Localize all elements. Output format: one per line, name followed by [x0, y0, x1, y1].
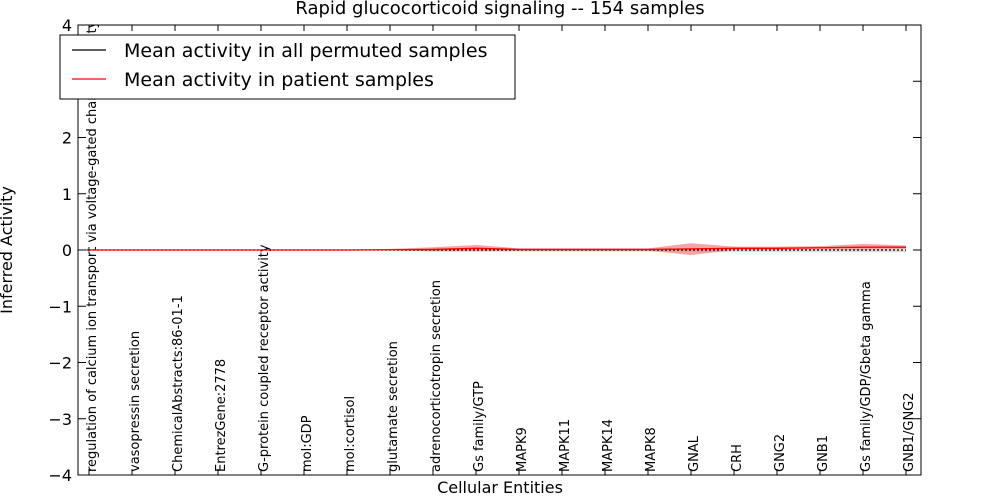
y-tick-label: −1 — [48, 297, 72, 316]
category-label: Gs family/GTP — [472, 381, 487, 472]
category-label: GNB1/GNG2 — [902, 392, 917, 472]
category-label: GNG2 — [773, 434, 788, 472]
category-label: mol:cortisol — [343, 396, 358, 472]
y-tick-label: 1 — [62, 185, 72, 204]
y-axis-label: Inferred Activity — [0, 186, 16, 314]
category-label: ChemicalAbstracts:86-01-1 — [171, 295, 186, 472]
category-label: CRH — [730, 444, 745, 472]
category-label: glutamate secretion — [386, 341, 401, 472]
category-label: Gs family/GDP/Gbeta gamma — [859, 281, 874, 472]
category-label: adrenocorticotropin secretion — [429, 280, 444, 472]
legend-box — [59, 34, 516, 100]
legend-label-permuted: Mean activity in all permuted samples — [124, 40, 487, 62]
category-label: GNAL — [687, 435, 702, 472]
legend-label-patient: Mean activity in patient samples — [124, 69, 434, 91]
patient-mean-line — [89, 246, 906, 251]
category-label: mol:GDP — [300, 415, 315, 472]
y-tick-label: −2 — [48, 354, 72, 373]
category-label: G-protein coupled receptor activity — [257, 244, 272, 472]
category-label: MAPK9 — [515, 427, 530, 472]
chart-title: Rapid glucocorticoid signaling -- 154 sa… — [295, 0, 704, 19]
y-tick-label: −3 — [48, 410, 72, 429]
y-tick-label: −4 — [48, 466, 72, 485]
category-label: vasopressin secretion — [128, 331, 143, 472]
y-tick-label: 4 — [62, 16, 72, 35]
y-tick-label: 2 — [62, 129, 72, 148]
category-label: regulation of calcium ion transport via … — [85, 20, 100, 472]
legend: Mean activity in all permuted samples Me… — [59, 34, 516, 100]
category-label: MAPK8 — [644, 427, 659, 472]
x-axis-label: Cellular Entities — [437, 478, 563, 497]
category-label: MAPK11 — [558, 419, 573, 472]
category-label: MAPK14 — [601, 419, 616, 472]
category-label: GNB1 — [816, 435, 831, 472]
category-label: EntrezGene:2778 — [214, 359, 229, 472]
y-tick-label: 0 — [62, 241, 72, 260]
